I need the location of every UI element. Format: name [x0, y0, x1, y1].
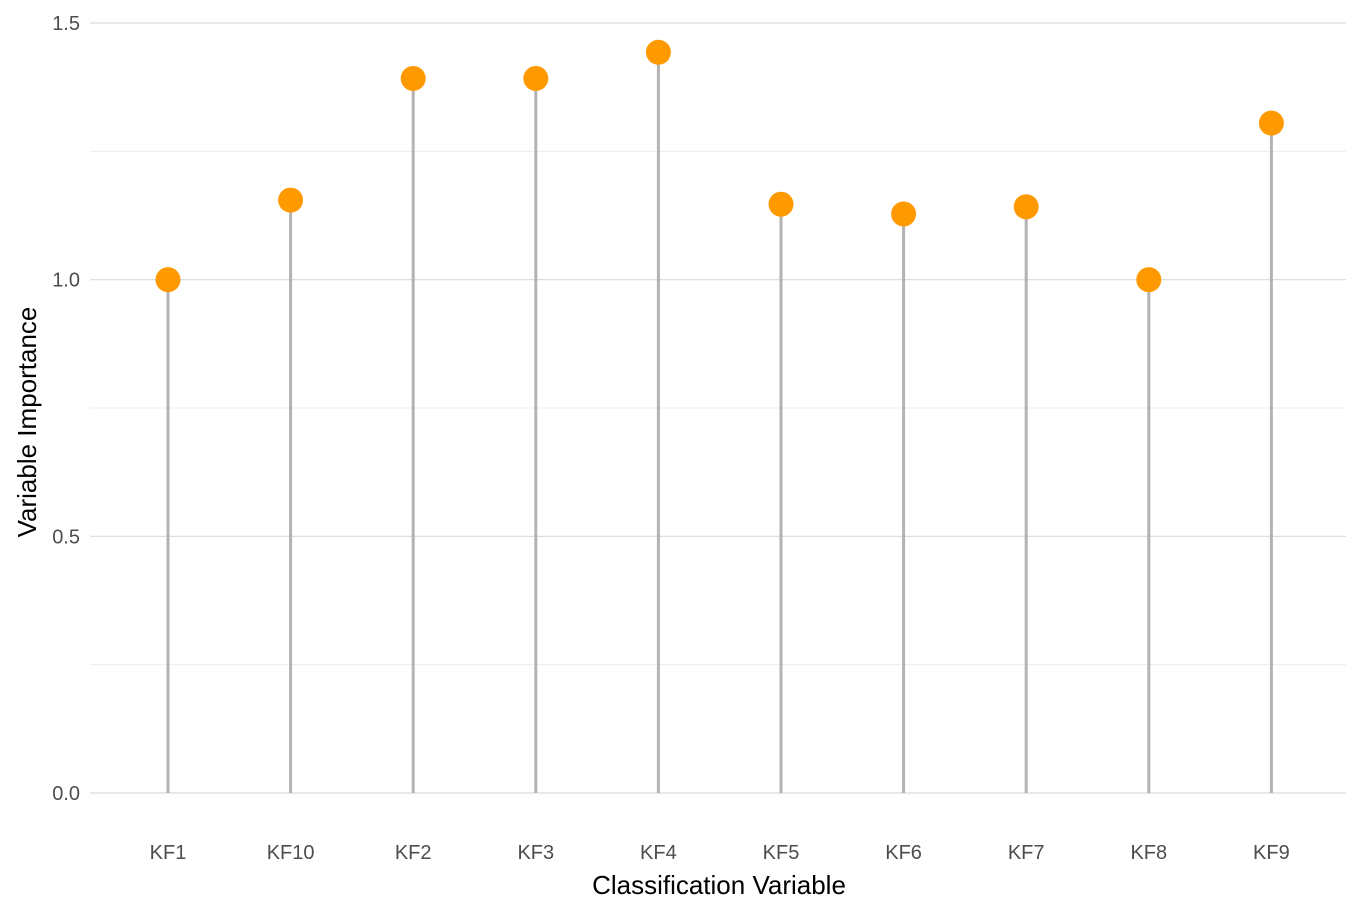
lollipop-point: [1013, 194, 1039, 220]
y-axis-ticks: 0.0 0.5 1.0 1.5: [52, 13, 80, 805]
lollipop-point: [891, 201, 917, 227]
y-tick-label: 1.5: [52, 13, 80, 35]
lollipop-point: [645, 39, 671, 65]
y-tick-label: 0.5: [52, 526, 80, 548]
lollipop-point: [400, 65, 426, 91]
x-tick-label: KF2: [395, 842, 432, 864]
lollipop-point: [1136, 267, 1162, 293]
lollipop-point: [1258, 110, 1284, 136]
lollipop-point: [155, 267, 181, 293]
x-axis-ticks: KF1 KF10 KF2 KF3 KF4 KF5 KF6 KF7 KF8 KF9: [150, 842, 1290, 864]
x-axis-title: Classification Variable: [592, 870, 846, 900]
x-tick-label: KF4: [640, 842, 677, 864]
x-tick-label: KF6: [885, 842, 922, 864]
x-tick-label: KF10: [267, 842, 315, 864]
lollipop-points: [155, 39, 1284, 293]
y-tick-label: 0.0: [52, 783, 80, 805]
x-tick-label: KF5: [763, 842, 800, 864]
x-tick-label: KF1: [150, 842, 187, 864]
x-tick-label: KF3: [517, 842, 554, 864]
x-tick-label: KF8: [1130, 842, 1167, 864]
gridlines: [90, 22, 1346, 794]
lollipop-stems: [166, 52, 1273, 793]
lollipop-point: [278, 187, 304, 213]
x-tick-label: KF9: [1253, 842, 1290, 864]
lollipop-point: [768, 191, 794, 217]
y-axis-title: Variable Importance: [12, 307, 42, 538]
x-tick-label: KF7: [1008, 842, 1045, 864]
lollipop-point: [523, 65, 549, 91]
y-tick-label: 1.0: [52, 270, 80, 292]
